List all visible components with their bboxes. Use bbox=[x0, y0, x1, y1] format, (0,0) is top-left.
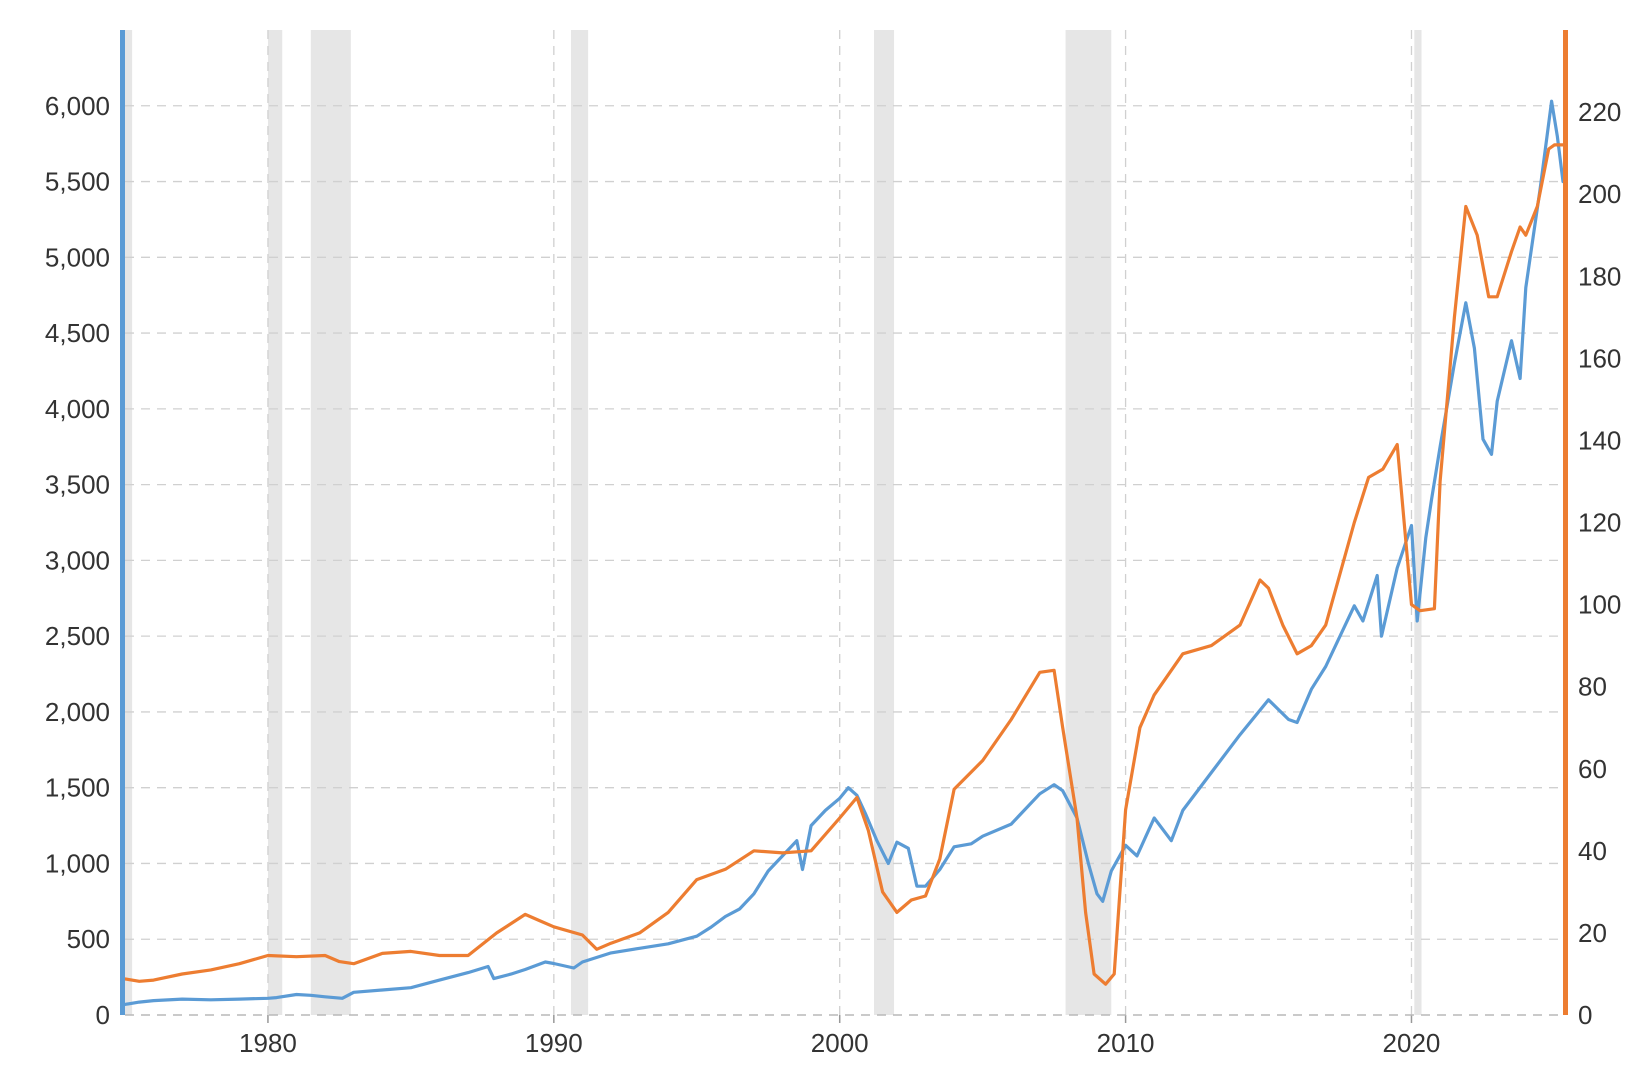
recession-band bbox=[1414, 30, 1422, 1015]
x-tick-label: 2010 bbox=[1097, 1028, 1155, 1058]
y-right-tick-label: 160 bbox=[1578, 343, 1621, 373]
y-left-tick-label: 3,500 bbox=[45, 470, 110, 500]
y-right-tick-label: 0 bbox=[1578, 1000, 1592, 1030]
y-right-tick-label: 100 bbox=[1578, 590, 1621, 620]
y-left-tick-label: 2,500 bbox=[45, 621, 110, 651]
recession-shading-layer bbox=[125, 30, 1422, 1015]
y-left-tick-label: 6,000 bbox=[45, 91, 110, 121]
y-right-axis-bar bbox=[1563, 30, 1568, 1015]
y-left-axis-bar bbox=[120, 30, 125, 1015]
y-right-tick-label: 120 bbox=[1578, 508, 1621, 538]
recession-band bbox=[310, 30, 351, 1015]
y-right-tick-label: 220 bbox=[1578, 97, 1621, 127]
tick-label-layer: 0 500 1,000 1,500 2,000 2,500 3,000 3,500 4,000 4… bbox=[45, 91, 1621, 1058]
y-left-tick-label: 3,000 bbox=[45, 545, 110, 575]
y-left-tick-label: 5,500 bbox=[45, 167, 110, 197]
recession-band bbox=[125, 30, 133, 1015]
y-left-tick-label: 1,500 bbox=[45, 773, 110, 803]
y-right-tick-label: 60 bbox=[1578, 754, 1607, 784]
y-right-tick-label: 80 bbox=[1578, 672, 1607, 702]
y-left-tick-label: 2,000 bbox=[45, 697, 110, 727]
recession-band bbox=[874, 30, 895, 1015]
y-right-tick-label: 200 bbox=[1578, 179, 1621, 209]
axis-layer bbox=[120, 30, 1568, 1023]
y-left-tick-label: 5,000 bbox=[45, 242, 110, 272]
y-left-tick-label: 500 bbox=[67, 924, 110, 954]
y-right-tick-label: 20 bbox=[1578, 918, 1607, 948]
series-line-right-axis bbox=[123, 143, 1565, 986]
y-right-tick-label: 40 bbox=[1578, 836, 1607, 866]
grid-layer bbox=[125, 30, 1563, 1015]
y-right-tick-label: 180 bbox=[1578, 261, 1621, 291]
recession-band bbox=[267, 30, 283, 1015]
y-left-tick-label: 4,000 bbox=[45, 394, 110, 424]
x-tick-label: 1990 bbox=[525, 1028, 583, 1058]
series-line-left-axis bbox=[123, 99, 1565, 1006]
y-left-tick-label: 0 bbox=[96, 1000, 110, 1030]
recession-band bbox=[570, 30, 589, 1015]
x-tick-label: 2000 bbox=[811, 1028, 869, 1058]
y-left-tick-label: 1,000 bbox=[45, 848, 110, 878]
recession-band bbox=[1065, 30, 1112, 1015]
y-left-tick-label: 4,500 bbox=[45, 318, 110, 348]
x-tick-label: 1980 bbox=[239, 1028, 297, 1058]
series-layer bbox=[123, 99, 1565, 1006]
y-right-tick-label: 140 bbox=[1578, 425, 1621, 455]
x-tick-label: 2020 bbox=[1383, 1028, 1441, 1058]
